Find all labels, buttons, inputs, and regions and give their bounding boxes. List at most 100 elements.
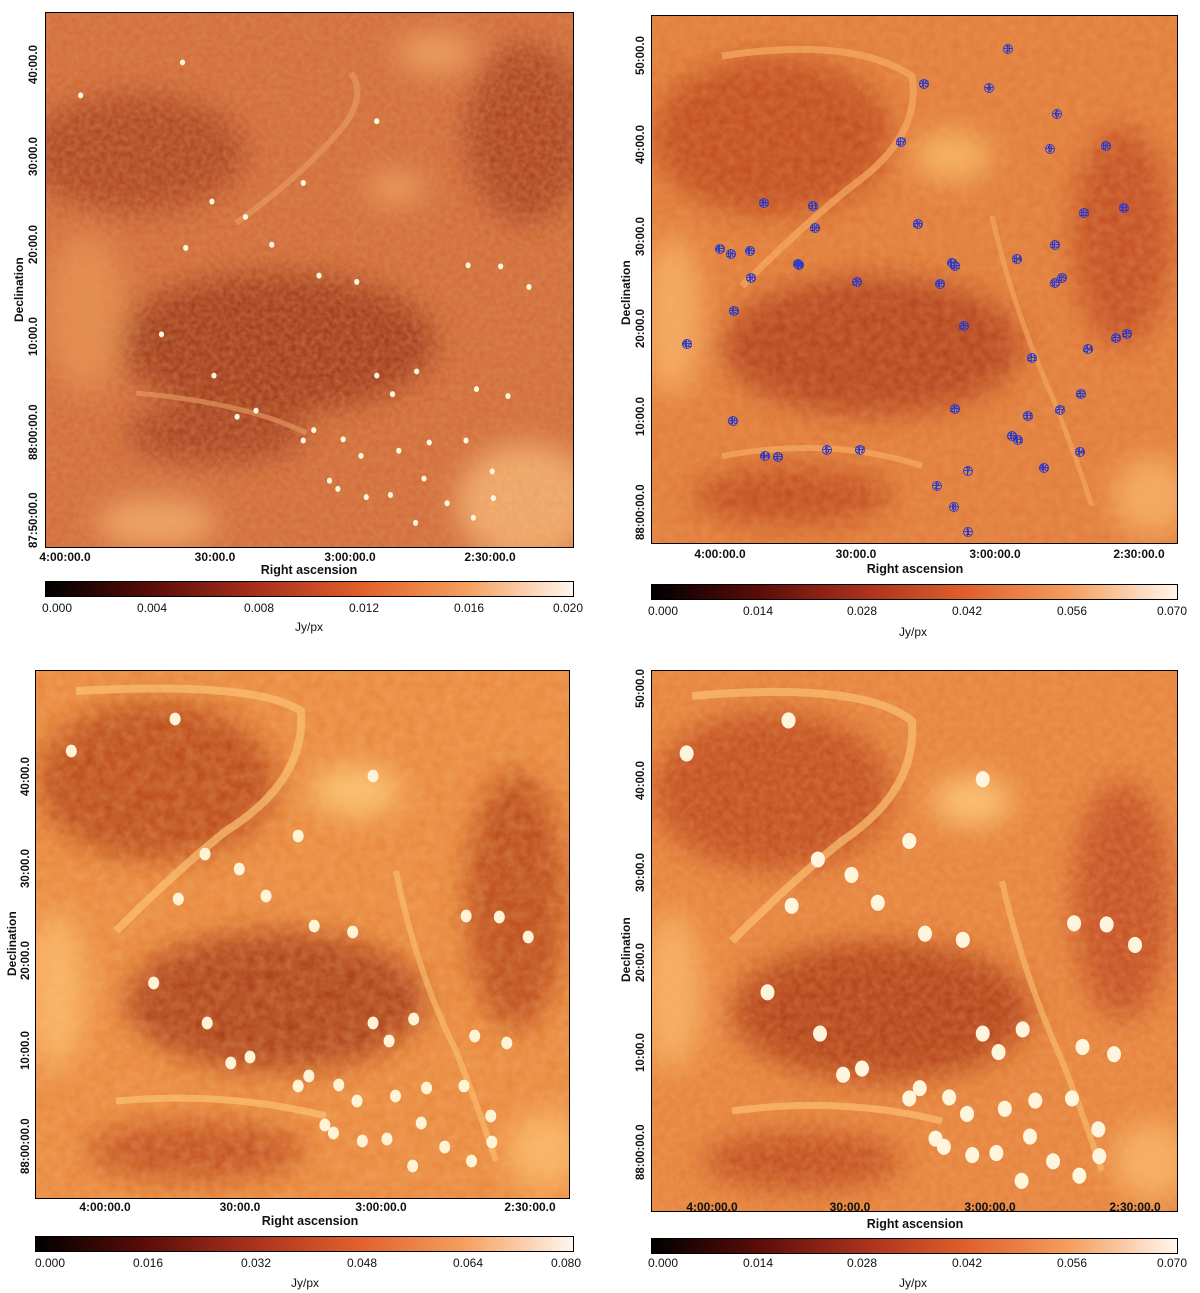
x-axis-label-top-right: Right ascension	[866, 562, 964, 576]
compact-source	[381, 1132, 393, 1146]
compact-source	[311, 427, 317, 434]
y-tick: 88:00:00.0	[20, 1118, 32, 1174]
source-label: 21	[1026, 353, 1038, 363]
colorbar-unit: Jy/px	[898, 1276, 928, 1290]
colorbar-tick: 0.028	[846, 604, 878, 618]
compact-source	[319, 1118, 331, 1132]
x-axis-label-bottom-left: Right ascension	[261, 1214, 359, 1228]
compact-source	[242, 213, 249, 220]
source-label: 63	[772, 452, 784, 462]
source-label: 1	[965, 527, 971, 537]
compact-source	[300, 437, 306, 444]
source-marker	[932, 481, 942, 491]
compact-source	[172, 892, 184, 906]
compact-source	[316, 272, 322, 279]
source-label: 11	[1119, 203, 1129, 213]
compact-source	[347, 925, 359, 939]
source-label: 17	[895, 137, 907, 147]
colorbar-tick: 0.016	[453, 601, 485, 615]
source-marker	[729, 306, 739, 316]
compact-source	[460, 909, 472, 923]
source-marker	[1050, 278, 1060, 288]
compact-source	[493, 910, 505, 924]
source-label: 26	[912, 219, 924, 229]
compact-source	[1067, 915, 1082, 932]
compact-source	[335, 485, 341, 492]
source-label: 61	[807, 201, 819, 211]
x-tick: 3:00:00.0	[324, 550, 376, 564]
source-label: 23	[1110, 333, 1122, 343]
compact-source	[784, 897, 799, 914]
source-marker	[1079, 208, 1089, 218]
x-tick: 30:00.0	[194, 550, 236, 564]
colorbar-bottom-left	[35, 1236, 574, 1252]
source-marker	[1039, 463, 1049, 473]
compact-source	[490, 495, 496, 502]
y-tick: 30:00.0	[635, 852, 647, 892]
compact-source	[855, 1060, 869, 1077]
sky-map-bottom-right	[651, 670, 1178, 1212]
source-marker	[1122, 329, 1132, 339]
compact-source	[292, 829, 304, 843]
compact-source	[303, 1069, 315, 1083]
y-tick: 40:00.0	[28, 44, 40, 84]
source-marker	[810, 223, 820, 233]
x-tick: 3:00:00.0	[355, 1200, 407, 1214]
colorbar-unit: Jy/px	[290, 1276, 320, 1290]
y-tick: 87:50:00.0	[28, 492, 40, 548]
compact-source	[65, 744, 77, 758]
source-marker	[935, 279, 945, 289]
x-tick: 30:00.0	[219, 1200, 261, 1214]
source-marker	[746, 273, 756, 283]
source-marker	[913, 219, 923, 229]
compact-source	[300, 179, 306, 186]
source-marker	[963, 527, 973, 537]
source-marker	[855, 445, 865, 455]
colorbar-tick: 0.070	[1156, 604, 1188, 618]
source-label: 43	[714, 244, 726, 254]
compact-source	[1023, 1128, 1037, 1145]
source-marker	[1055, 405, 1065, 415]
source-label: 2	[934, 481, 940, 491]
source-marker	[728, 416, 738, 426]
source-label: 27	[1054, 405, 1066, 415]
source-label: 34	[1074, 447, 1086, 457]
x-tick: 2:30:00.0	[504, 1200, 556, 1214]
compact-source	[390, 1089, 402, 1103]
colorbar-tick: 0.004	[136, 601, 168, 615]
source-marker	[1111, 333, 1121, 343]
colorbar-tick: 0.070	[1156, 1256, 1188, 1270]
colorbar-tick: 0.016	[132, 1256, 164, 1270]
x-tick: 30:00.0	[835, 547, 877, 561]
colorbar-tick: 0.080	[550, 1256, 582, 1270]
source-marker	[1057, 273, 1067, 283]
compact-source	[244, 1050, 256, 1064]
compact-source	[158, 331, 165, 338]
source-marker	[919, 79, 929, 89]
source-marker	[984, 83, 994, 93]
compact-source	[356, 1134, 368, 1148]
compact-source	[414, 368, 420, 375]
y-tick: 10:00.0	[28, 316, 40, 356]
compact-source	[211, 372, 217, 379]
x-axis-label-bottom-right: Right ascension	[866, 1217, 964, 1231]
source-label: 31	[1022, 411, 1034, 421]
source-label: 8	[951, 502, 957, 512]
colorbar-tick: 0.014	[742, 1256, 774, 1270]
colorbar-top-left	[45, 581, 574, 597]
colorbar-tick: 0.048	[346, 1256, 378, 1270]
colorbar-tick: 0.056	[1056, 1256, 1088, 1270]
compact-source	[444, 500, 450, 507]
y-tick: 20:00.0	[635, 308, 647, 348]
compact-source	[498, 263, 504, 270]
source-marker	[759, 198, 769, 208]
x-tick: 2:30:00.0	[1113, 547, 1165, 561]
compact-source	[269, 241, 275, 248]
x-tick: 30:00.0	[829, 1200, 871, 1214]
compact-source	[836, 1066, 851, 1083]
compact-source	[439, 1140, 451, 1154]
source-marker	[852, 277, 862, 287]
x-tick: 2:30:00.0	[464, 550, 516, 564]
compact-source	[426, 439, 432, 446]
compact-source	[374, 372, 380, 379]
